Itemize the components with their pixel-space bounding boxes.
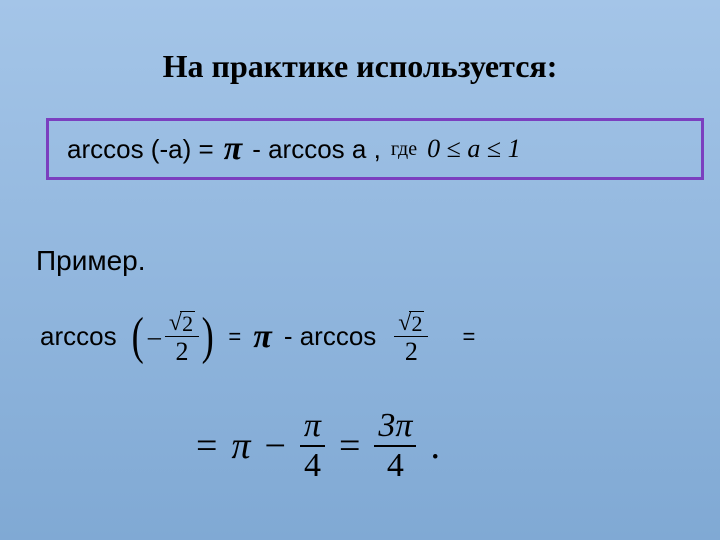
formula-lhs: arccos (-a) = bbox=[67, 134, 214, 165]
result-minus: − bbox=[264, 424, 285, 468]
frac2-den: 4 bbox=[383, 448, 408, 484]
cond-var: a bbox=[467, 134, 480, 163]
formula-box: arccos (-a) = π - arccos a , где 0 ≤ a ≤… bbox=[46, 118, 704, 180]
slide-title: На практике используется: bbox=[0, 48, 720, 85]
result-pi: π bbox=[231, 424, 250, 468]
fraction-pi-over-4: π 4 bbox=[300, 408, 325, 483]
example-expression: arccos ( – √ 2 2 ) = π - arccos bbox=[40, 308, 680, 366]
left-paren-icon: ( bbox=[131, 321, 143, 352]
fraction-3pi-over-4: 3π 4 bbox=[374, 408, 416, 483]
frac2-num: 3π bbox=[374, 408, 416, 444]
pi-symbol-2: π bbox=[253, 318, 272, 356]
cond-lower: 0 bbox=[427, 134, 440, 163]
result-eq1: = bbox=[196, 424, 217, 468]
cond-le1: ≤ bbox=[447, 134, 461, 163]
result-expression: = π − π 4 = 3π 4 . bbox=[196, 408, 440, 483]
sqrt-icon-2: √ 2 bbox=[398, 311, 424, 335]
fraction-denom-2: 2 bbox=[401, 338, 422, 365]
example-label: Пример. bbox=[36, 245, 146, 277]
where-label: где bbox=[391, 138, 417, 161]
formula-rhs: - arccos a , bbox=[252, 134, 381, 165]
formula-condition: 0 ≤ a ≤ 1 bbox=[427, 134, 521, 164]
result-period: . bbox=[430, 424, 440, 468]
example-rhs-func: - arccos bbox=[284, 321, 376, 352]
sqrt-radicand-2: 2 bbox=[409, 311, 424, 335]
fraction-denom: 2 bbox=[171, 338, 192, 365]
cond-upper: 1 bbox=[508, 134, 521, 163]
sqrt-icon: √ 2 bbox=[169, 311, 195, 335]
slide: На практике используется: arccos (-a) = … bbox=[0, 0, 720, 540]
result-eq2: = bbox=[339, 424, 360, 468]
fraction-sqrt2-over-2: √ 2 2 bbox=[165, 308, 199, 366]
example-lhs-func: arccos bbox=[40, 321, 117, 352]
right-paren-icon: ) bbox=[202, 321, 214, 352]
sqrt-radicand: 2 bbox=[180, 311, 195, 335]
fraction-sqrt2-over-2-b: √ 2 2 bbox=[394, 308, 428, 366]
neg-sign: – bbox=[148, 322, 161, 352]
pi-symbol: π bbox=[224, 130, 243, 168]
frac1-num: π bbox=[300, 408, 325, 444]
neg-fraction-group: ( – √ 2 2 ) bbox=[129, 308, 217, 366]
equals-2: = bbox=[462, 324, 475, 350]
cond-le2: ≤ bbox=[487, 134, 501, 163]
frac1-den: 4 bbox=[300, 448, 325, 484]
equals-1: = bbox=[228, 324, 241, 350]
